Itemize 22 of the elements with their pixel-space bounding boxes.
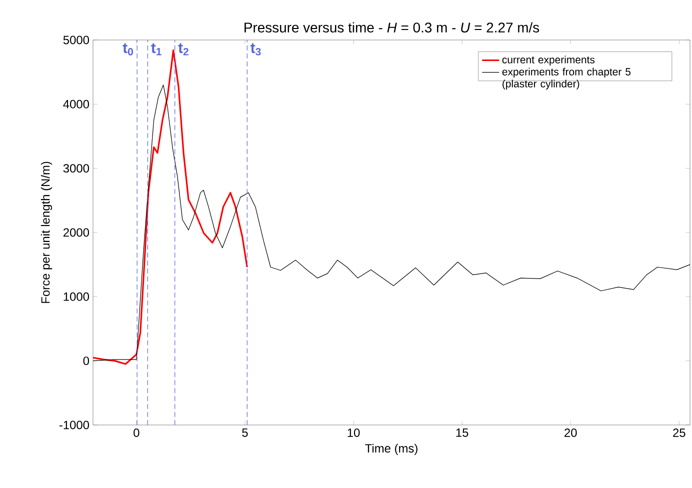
ref-line-label: t$_{0}$ (122, 43, 133, 56)
y-tick-label: 1000 (64, 292, 90, 301)
chart-title: Pressure versus time - H = 0.3 m - U = 2.27 m/s (244, 22, 540, 32)
x-tick-label: 25 (673, 428, 686, 437)
y-axis-title: Force per unit length (N/m) (40, 162, 52, 303)
x-tick-label: 10 (348, 428, 360, 437)
ref-line-label: t$_{1}$ (151, 43, 162, 56)
y-tick-label: 3000 (63, 164, 90, 173)
y-tick-label: 4000 (63, 100, 90, 108)
legend-label: current experiments (502, 56, 595, 66)
x-tick-label: 5 (242, 428, 248, 437)
y-tick-label: 2000 (63, 228, 90, 237)
x-axis-title: Time (ms) (365, 444, 418, 455)
y-tick-label: 0 (83, 356, 90, 366)
x-tick-label: 15 (456, 428, 468, 437)
y-tick-label: -1000 (59, 420, 90, 430)
y-tick-label: 5000 (63, 36, 90, 44)
legend-label: experiments from chapter 5 (plaster cylinder) (502, 68, 631, 90)
x-tick-label: 20 (564, 428, 577, 437)
ref-line-label: t$_{3}$ (250, 43, 261, 56)
x-tick-label: 0 (134, 428, 140, 437)
ref-line-label: t$_{2}$ (178, 43, 188, 56)
